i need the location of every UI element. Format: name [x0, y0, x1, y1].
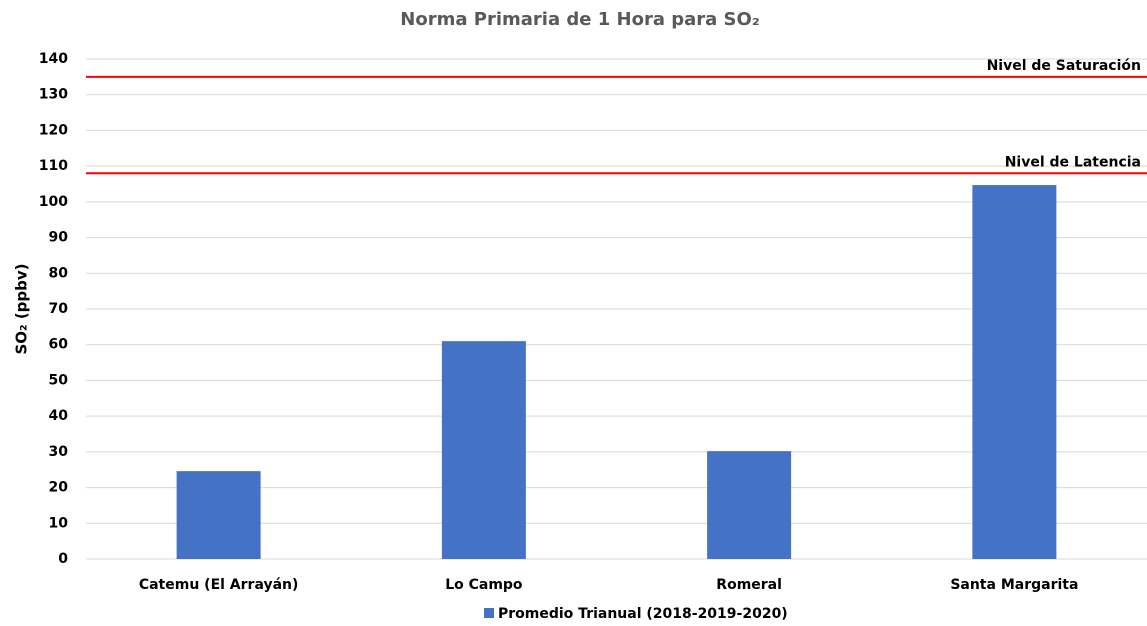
- y-tick-label: 90: [49, 230, 69, 246]
- y-tick-label: 0: [58, 551, 68, 567]
- y-tick-label: 10: [49, 515, 69, 531]
- y-tick-label: 40: [49, 408, 69, 424]
- y-tick-label: 130: [39, 87, 68, 103]
- y-tick-label: 120: [39, 122, 68, 138]
- x-tick-label: Romeral: [716, 577, 782, 593]
- bar: [441, 341, 526, 559]
- x-tick-label: Catemu (El Arrayán): [139, 577, 299, 593]
- y-axis-label: SO₂ (ppbv): [13, 263, 31, 354]
- legend-swatch: [484, 608, 494, 618]
- y-tick-label: 20: [49, 480, 69, 496]
- x-tick-label: Santa Margarita: [950, 577, 1078, 593]
- x-tick-label: Lo Campo: [445, 577, 523, 593]
- y-tick-label: 140: [39, 51, 68, 67]
- y-tick-label: 60: [49, 337, 69, 353]
- bar: [707, 451, 792, 559]
- y-tick-label: 110: [39, 158, 68, 174]
- reference-label: Nivel de Saturación: [987, 58, 1141, 74]
- bar: [972, 185, 1057, 560]
- bar: [176, 471, 261, 559]
- legend-label: Promedio Trianual (2018-2019-2020): [498, 606, 788, 622]
- y-tick-label: 100: [39, 194, 68, 210]
- y-tick-label: 80: [49, 265, 69, 281]
- y-tick-label: 30: [49, 444, 69, 460]
- chart-title: Norma Primaria de 1 Hora para SO₂: [400, 9, 759, 30]
- reference-label: Nivel de Latencia: [1005, 154, 1141, 170]
- y-tick-label: 70: [49, 301, 69, 317]
- y-tick-label: 50: [49, 372, 69, 388]
